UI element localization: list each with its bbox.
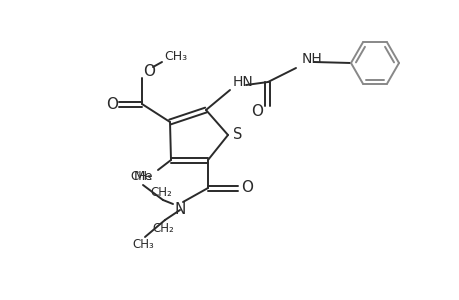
Text: CH₃: CH₃ [164, 50, 187, 62]
Text: Me: Me [133, 170, 153, 184]
Text: O: O [241, 181, 252, 196]
Text: HN: HN [233, 75, 253, 89]
Text: CH₃: CH₃ [130, 170, 151, 184]
Text: O: O [106, 97, 118, 112]
Text: N: N [174, 202, 185, 217]
Text: CH₂: CH₂ [152, 221, 174, 235]
Text: O: O [251, 103, 263, 118]
Text: O: O [143, 64, 155, 79]
Text: CH₃: CH₃ [132, 238, 154, 251]
Text: NH: NH [302, 52, 322, 66]
Text: CH₂: CH₂ [150, 185, 172, 199]
Text: S: S [233, 127, 242, 142]
